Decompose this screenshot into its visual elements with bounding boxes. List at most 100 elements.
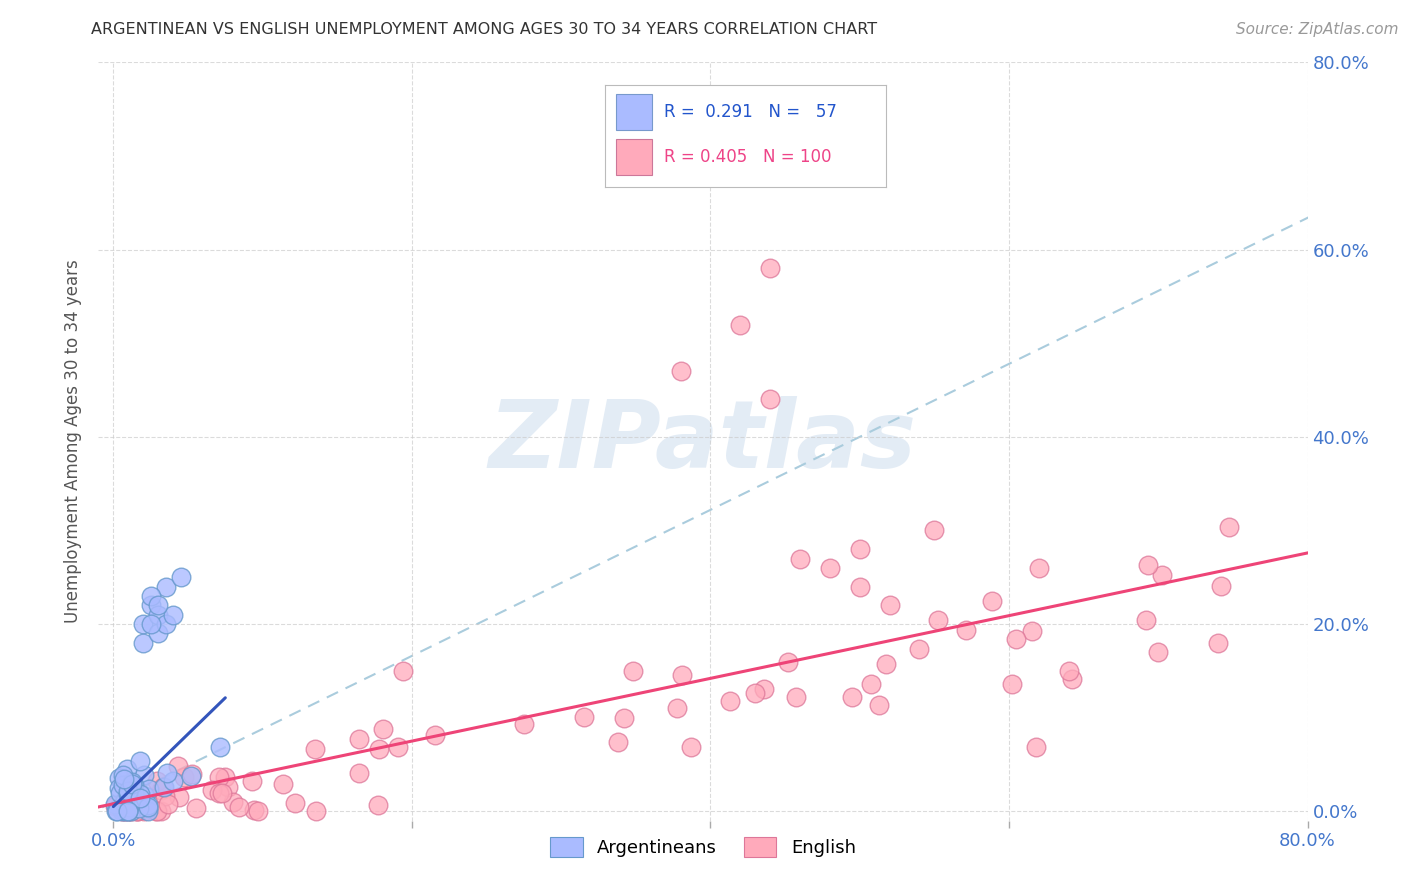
Point <box>132 796 155 810</box>
Point <box>108 797 131 811</box>
Point <box>107 780 129 795</box>
Text: Source: ZipAtlas.com: Source: ZipAtlas.com <box>1236 22 1399 37</box>
Point <box>1218 520 1240 534</box>
Point <box>115 762 138 776</box>
Point <box>776 655 799 669</box>
Point <box>114 805 136 819</box>
Point <box>208 739 231 754</box>
Y-axis label: Unemployment Among Ages 30 to 34 years: Unemployment Among Ages 30 to 34 years <box>65 260 83 624</box>
Point <box>111 805 134 819</box>
Point <box>136 797 159 812</box>
Point <box>848 542 870 557</box>
Point <box>759 261 782 276</box>
Point <box>785 690 807 704</box>
Point <box>759 392 782 407</box>
Point <box>240 774 263 789</box>
Point <box>1028 561 1050 575</box>
Point <box>572 710 595 724</box>
Point <box>112 796 135 810</box>
Point <box>243 803 266 817</box>
Point <box>111 778 134 792</box>
Point <box>924 524 946 538</box>
Point <box>679 739 702 754</box>
Point <box>157 797 180 812</box>
Point <box>121 777 143 791</box>
Point <box>122 785 145 799</box>
Point <box>153 780 176 794</box>
Point <box>150 805 173 819</box>
Point <box>200 783 222 797</box>
Point <box>273 777 295 791</box>
Text: ZIPatlas: ZIPatlas <box>489 395 917 488</box>
Point <box>1000 677 1022 691</box>
Point <box>156 766 179 780</box>
Point <box>152 780 174 794</box>
Point <box>879 599 901 613</box>
Point <box>124 787 146 801</box>
Point <box>122 795 145 809</box>
Point <box>955 623 977 637</box>
Point <box>730 318 752 332</box>
Point <box>669 168 692 182</box>
Point <box>153 789 176 804</box>
Point <box>146 599 169 613</box>
Point <box>347 732 370 747</box>
Point <box>105 805 128 819</box>
Point <box>228 799 250 814</box>
Point <box>117 784 139 798</box>
Point <box>114 805 136 819</box>
Point <box>789 551 811 566</box>
Point <box>117 787 139 801</box>
Point <box>169 570 191 584</box>
Point <box>868 698 890 712</box>
Point <box>392 664 415 678</box>
Point <box>112 772 135 786</box>
Point <box>110 786 132 800</box>
Point <box>1206 636 1229 650</box>
Point <box>131 800 153 814</box>
Point <box>246 805 269 819</box>
Point <box>138 805 160 819</box>
Point <box>117 805 139 819</box>
Point <box>125 804 148 818</box>
Point <box>613 711 636 725</box>
Point <box>217 780 239 795</box>
Point <box>132 617 155 632</box>
Point <box>841 690 863 705</box>
Point <box>513 717 536 731</box>
Point <box>859 677 882 691</box>
Point <box>875 657 897 671</box>
Legend: Argentineans, English: Argentineans, English <box>543 830 863 864</box>
Point <box>671 668 693 682</box>
Point <box>127 805 149 819</box>
Point <box>184 800 207 814</box>
Point <box>111 805 134 819</box>
Point <box>1060 672 1083 686</box>
Point <box>146 805 169 819</box>
Text: R = 0.405   N = 100: R = 0.405 N = 100 <box>664 148 831 166</box>
Point <box>120 805 142 819</box>
Point <box>120 805 142 819</box>
Point <box>1150 567 1173 582</box>
Point <box>117 805 139 819</box>
Point <box>425 728 447 742</box>
Point <box>167 789 190 804</box>
Point <box>167 759 190 773</box>
Point <box>132 805 155 819</box>
Point <box>129 754 152 768</box>
Point <box>669 364 692 378</box>
Point <box>180 767 202 781</box>
Point <box>214 770 236 784</box>
Point <box>373 722 395 736</box>
Point <box>134 789 156 803</box>
Point <box>744 686 766 700</box>
Point <box>927 613 949 627</box>
Point <box>121 774 143 789</box>
Point <box>104 799 127 814</box>
Point <box>136 801 159 815</box>
Point <box>1147 645 1170 659</box>
Point <box>304 742 326 756</box>
Point <box>139 617 162 632</box>
Point <box>666 701 689 715</box>
Point <box>139 589 162 603</box>
